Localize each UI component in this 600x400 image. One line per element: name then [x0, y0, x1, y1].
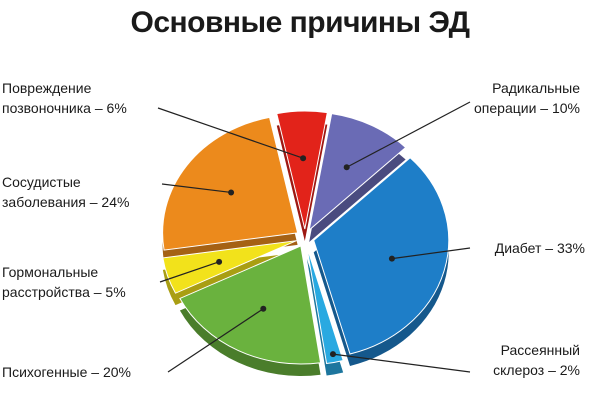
slice	[313, 157, 450, 355]
leader-dot	[228, 189, 235, 196]
leader-line	[332, 353, 471, 373]
leader-dot	[216, 258, 223, 265]
leader-line	[391, 247, 471, 260]
leader-dot	[260, 305, 267, 312]
leader-line	[159, 261, 220, 283]
leader-line	[161, 183, 232, 194]
leader-line	[346, 101, 471, 168]
leader-line	[157, 107, 304, 159]
leader-dot	[300, 155, 307, 162]
slice	[276, 110, 328, 230]
leader-dot	[343, 164, 350, 171]
slice-label: Гормональные расстройства – 5%	[2, 264, 126, 300]
slice-label: Радикальные операции – 10%	[474, 80, 580, 116]
slice	[308, 113, 407, 232]
slice-label: Диабет – 33%	[494, 240, 585, 256]
leader-line	[167, 308, 264, 373]
slice	[162, 116, 299, 251]
chart-title: Основные причины ЭД	[130, 6, 470, 39]
leader-dot	[388, 255, 395, 262]
slice	[162, 240, 297, 294]
slice-label: Психогенные – 20%	[2, 364, 131, 380]
slice-label: Сосудистые заболевания – 24%	[2, 174, 130, 210]
leader-dot	[329, 351, 336, 358]
slice	[306, 246, 344, 365]
slice	[179, 245, 322, 365]
slice-label: Рассеянный склероз – 2%	[493, 342, 580, 378]
slice-label: Повреждение позвоночника – 6%	[2, 80, 127, 116]
